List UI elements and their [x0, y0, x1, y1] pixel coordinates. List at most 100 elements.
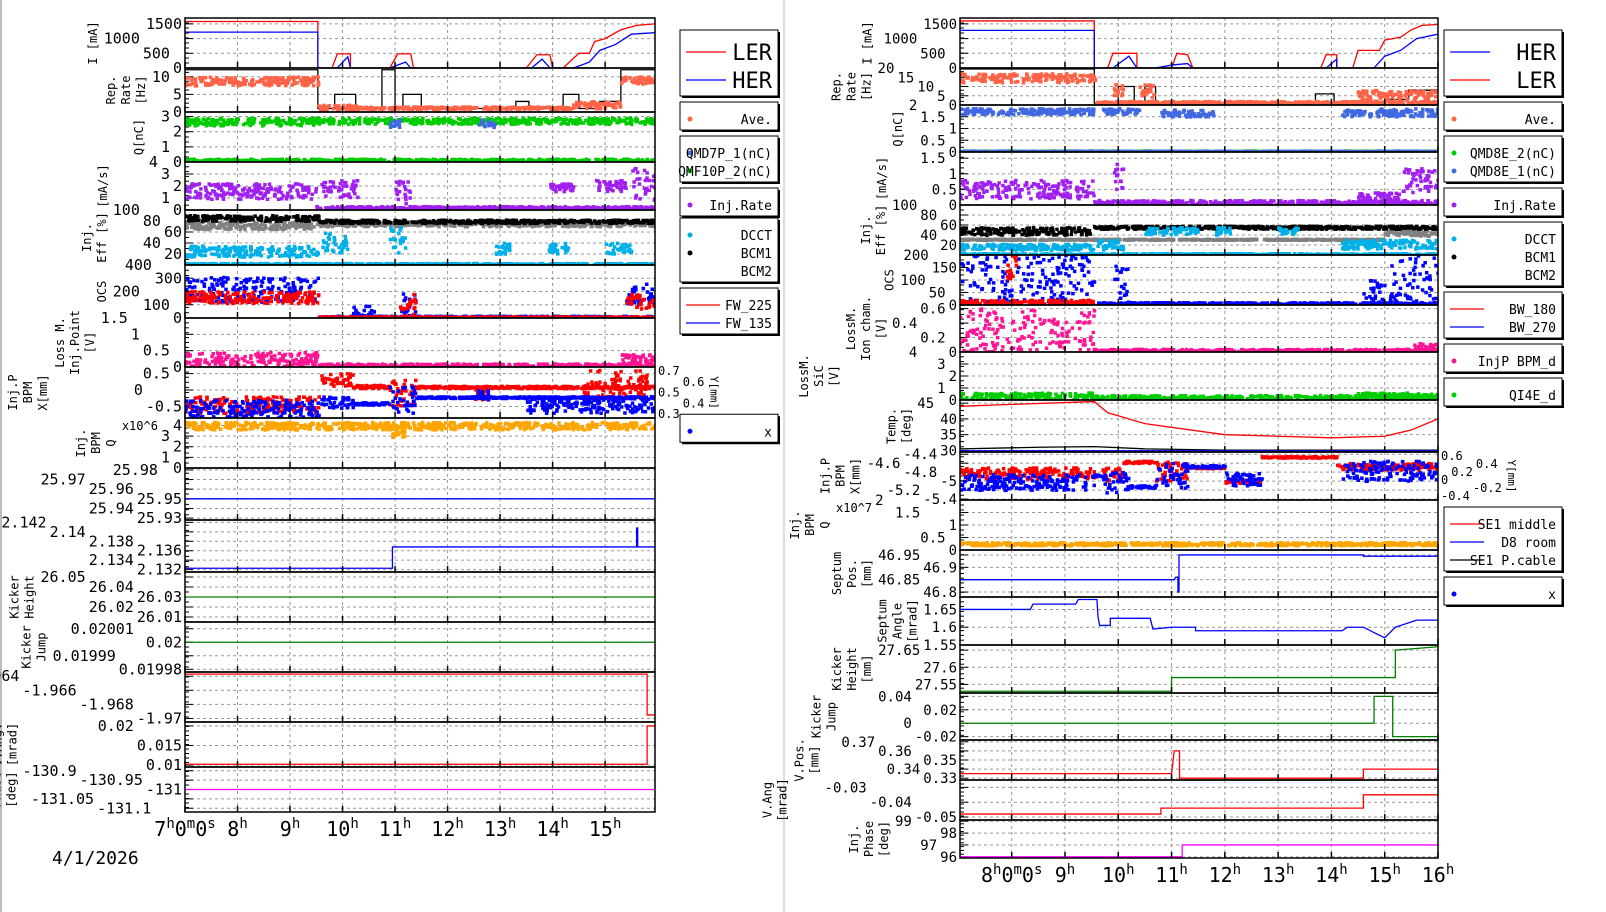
- legend-dot-icon: [687, 168, 693, 174]
- data-point: [201, 117, 206, 121]
- data-point: [389, 116, 393, 121]
- data-point: [333, 185, 337, 190]
- data-point: [232, 262, 236, 265]
- data-point: [477, 123, 482, 127]
- data-point: [426, 261, 431, 265]
- data-point: [206, 218, 211, 222]
- data-point: [243, 82, 247, 87]
- data-point: [295, 157, 300, 162]
- data-point: [592, 219, 597, 223]
- data-point: [475, 106, 479, 110]
- series-line-set: [185, 69, 655, 110]
- data-point: [256, 189, 261, 194]
- data-point: [327, 208, 332, 210]
- data-point: [624, 78, 629, 82]
- data-point: [319, 104, 324, 109]
- data-point: [610, 242, 615, 246]
- data-point: [496, 105, 501, 110]
- legend: Ave.: [679, 101, 780, 132]
- data-point: [438, 107, 442, 111]
- legend-dot-icon: [687, 150, 693, 156]
- data-point: [427, 223, 431, 227]
- data-point: [487, 119, 491, 123]
- data-point: [225, 254, 229, 259]
- data-point: [343, 206, 347, 210]
- data-point: [505, 221, 509, 225]
- data-point: [331, 180, 336, 185]
- data-point: [223, 183, 228, 187]
- data-point: [223, 192, 227, 197]
- y-tick-label: 1000: [104, 30, 140, 48]
- data-point: [323, 248, 328, 253]
- data-point: [259, 77, 263, 82]
- legend: QMD7P_1(nC)QMF10P_2(nC): [678, 135, 780, 184]
- data-point: [221, 197, 226, 201]
- data-point: [249, 195, 254, 199]
- data-point: [573, 223, 577, 228]
- data-point: [633, 223, 638, 228]
- data-point: [475, 158, 479, 162]
- y-axis-label-line: Rate: [119, 76, 133, 105]
- data-point: [562, 157, 567, 162]
- data-point: [602, 118, 607, 123]
- data-point: [389, 121, 393, 125]
- data-point: [587, 219, 591, 224]
- data-point: [270, 216, 274, 220]
- data-point: [481, 224, 486, 229]
- data-point: [216, 253, 221, 257]
- y-tick-label: 500: [143, 44, 170, 62]
- data-point: [275, 251, 279, 255]
- data-point: [354, 104, 358, 108]
- data-point: [351, 108, 356, 112]
- data-point: [456, 116, 461, 121]
- data-point: [431, 107, 436, 112]
- data-point: [370, 206, 374, 210]
- data-point: [486, 116, 491, 121]
- y-tick-label: 3: [161, 165, 170, 183]
- y-tick-label: 2: [173, 177, 182, 195]
- data-point: [592, 206, 596, 210]
- data-point: [306, 160, 310, 162]
- data-point: [259, 191, 264, 195]
- data-point: [459, 159, 463, 162]
- data-point: [579, 205, 584, 210]
- data-point: [531, 158, 536, 162]
- data-point: [408, 204, 412, 209]
- data-point: [201, 225, 206, 229]
- data-point: [285, 246, 289, 251]
- data-point: [307, 246, 311, 250]
- data-point: [224, 75, 229, 80]
- data-point: [511, 205, 515, 209]
- data-point: [509, 220, 513, 225]
- data-point: [563, 160, 568, 162]
- data-point: [477, 117, 482, 122]
- data-point: [295, 81, 300, 85]
- data-point: [642, 186, 647, 191]
- data-point: [467, 117, 471, 122]
- data-point: [402, 184, 407, 189]
- data-point: [333, 158, 337, 162]
- data-point: [205, 191, 210, 195]
- data-point: [269, 120, 274, 124]
- data-point: [337, 186, 341, 190]
- data-point: [511, 218, 515, 222]
- data-point: [217, 245, 221, 249]
- data-point: [403, 192, 407, 197]
- data-point: [281, 118, 286, 123]
- data-point: [234, 252, 239, 257]
- data-point: [544, 206, 548, 210]
- data-point: [190, 216, 194, 221]
- data-point: [562, 107, 566, 112]
- data-point: [503, 246, 507, 250]
- data-point: [332, 235, 337, 240]
- data-point: [422, 105, 427, 110]
- data-point: [325, 207, 330, 210]
- data-point: [403, 246, 408, 250]
- data-point: [403, 187, 408, 192]
- data-point: [187, 123, 192, 127]
- data-point: [343, 243, 347, 247]
- data-point: [219, 222, 224, 227]
- data-point: [229, 182, 234, 187]
- data-point: [442, 206, 447, 210]
